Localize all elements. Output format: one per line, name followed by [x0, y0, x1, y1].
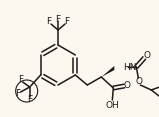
Polygon shape: [101, 66, 114, 77]
Text: F: F: [55, 15, 61, 24]
Text: HN: HN: [123, 62, 137, 71]
Text: F: F: [18, 75, 23, 84]
Text: O: O: [136, 77, 143, 86]
Text: F: F: [46, 18, 52, 26]
Text: O: O: [144, 51, 151, 60]
Text: F: F: [15, 88, 20, 97]
Text: O: O: [124, 82, 131, 91]
Text: F: F: [27, 95, 32, 104]
Text: OH: OH: [105, 101, 119, 110]
Text: F: F: [64, 18, 70, 26]
